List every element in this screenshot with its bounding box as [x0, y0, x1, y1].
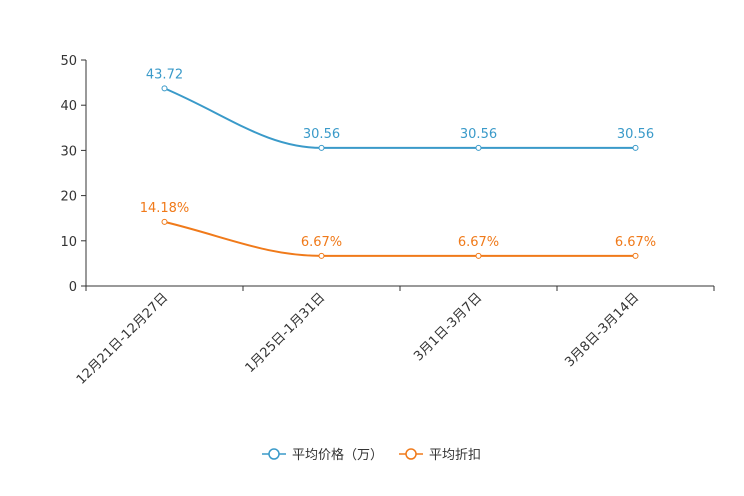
legend-item-0[interactable]: 平均价格（万） — [262, 447, 383, 463]
axes: 0 10 20 30 40 50 12月21日-12月27日 1月25日-1月31日 3月1日-… — [60, 54, 715, 388]
y-tick-label: 50 — [60, 54, 77, 69]
legend-label: 平均价格（万） — [292, 447, 383, 463]
series-line — [164, 87, 636, 149]
legend-label: 平均折扣 — [429, 448, 481, 463]
data-label: 6.67% — [458, 235, 499, 250]
data-point[interactable] — [632, 144, 639, 151]
legend-marker-icon — [405, 448, 417, 460]
y-tick-label: 0 — [69, 280, 77, 295]
data-label: 30.56 — [460, 127, 497, 142]
data-label: 6.67% — [615, 235, 656, 250]
data-point[interactable] — [161, 218, 168, 225]
x-category-label: 12月21日-12月27日 — [74, 290, 171, 387]
data-point[interactable] — [632, 252, 639, 259]
x-category-label: 3月8日-3月14日 — [562, 290, 642, 370]
data-label: 30.56 — [303, 127, 340, 142]
y-tick-label: 30 — [60, 144, 77, 159]
y-tick-label: 40 — [60, 99, 77, 114]
y-tick-label: 20 — [60, 190, 77, 205]
legend-marker-icon — [268, 448, 280, 460]
series-layer: 43.72 30.56 30.56 30.56 14.18% 6.67% 6.67% 6.67… — [140, 67, 656, 259]
data-point[interactable] — [475, 252, 482, 259]
data-point[interactable] — [318, 144, 325, 151]
data-label: 43.72 — [146, 67, 183, 82]
legend-item-1[interactable]: 平均折扣 — [399, 448, 481, 463]
series-line — [164, 220, 636, 257]
series-0: 43.72 30.56 30.56 30.56 — [146, 67, 654, 151]
data-label: 6.67% — [301, 235, 342, 250]
data-point[interactable] — [318, 252, 325, 259]
data-label: 14.18% — [140, 201, 190, 216]
legend[interactable]: 平均价格（万） 平均折扣 — [262, 447, 481, 463]
data-point[interactable] — [161, 85, 168, 92]
x-category-label: 3月1日-3月7日 — [411, 290, 485, 364]
series-1: 14.18% 6.67% 6.67% 6.67% — [140, 201, 656, 259]
data-label: 30.56 — [617, 127, 654, 142]
x-category-label: 1月25日-1月31日 — [243, 290, 329, 376]
y-tick-label: 10 — [60, 235, 77, 250]
data-point[interactable] — [475, 144, 482, 151]
